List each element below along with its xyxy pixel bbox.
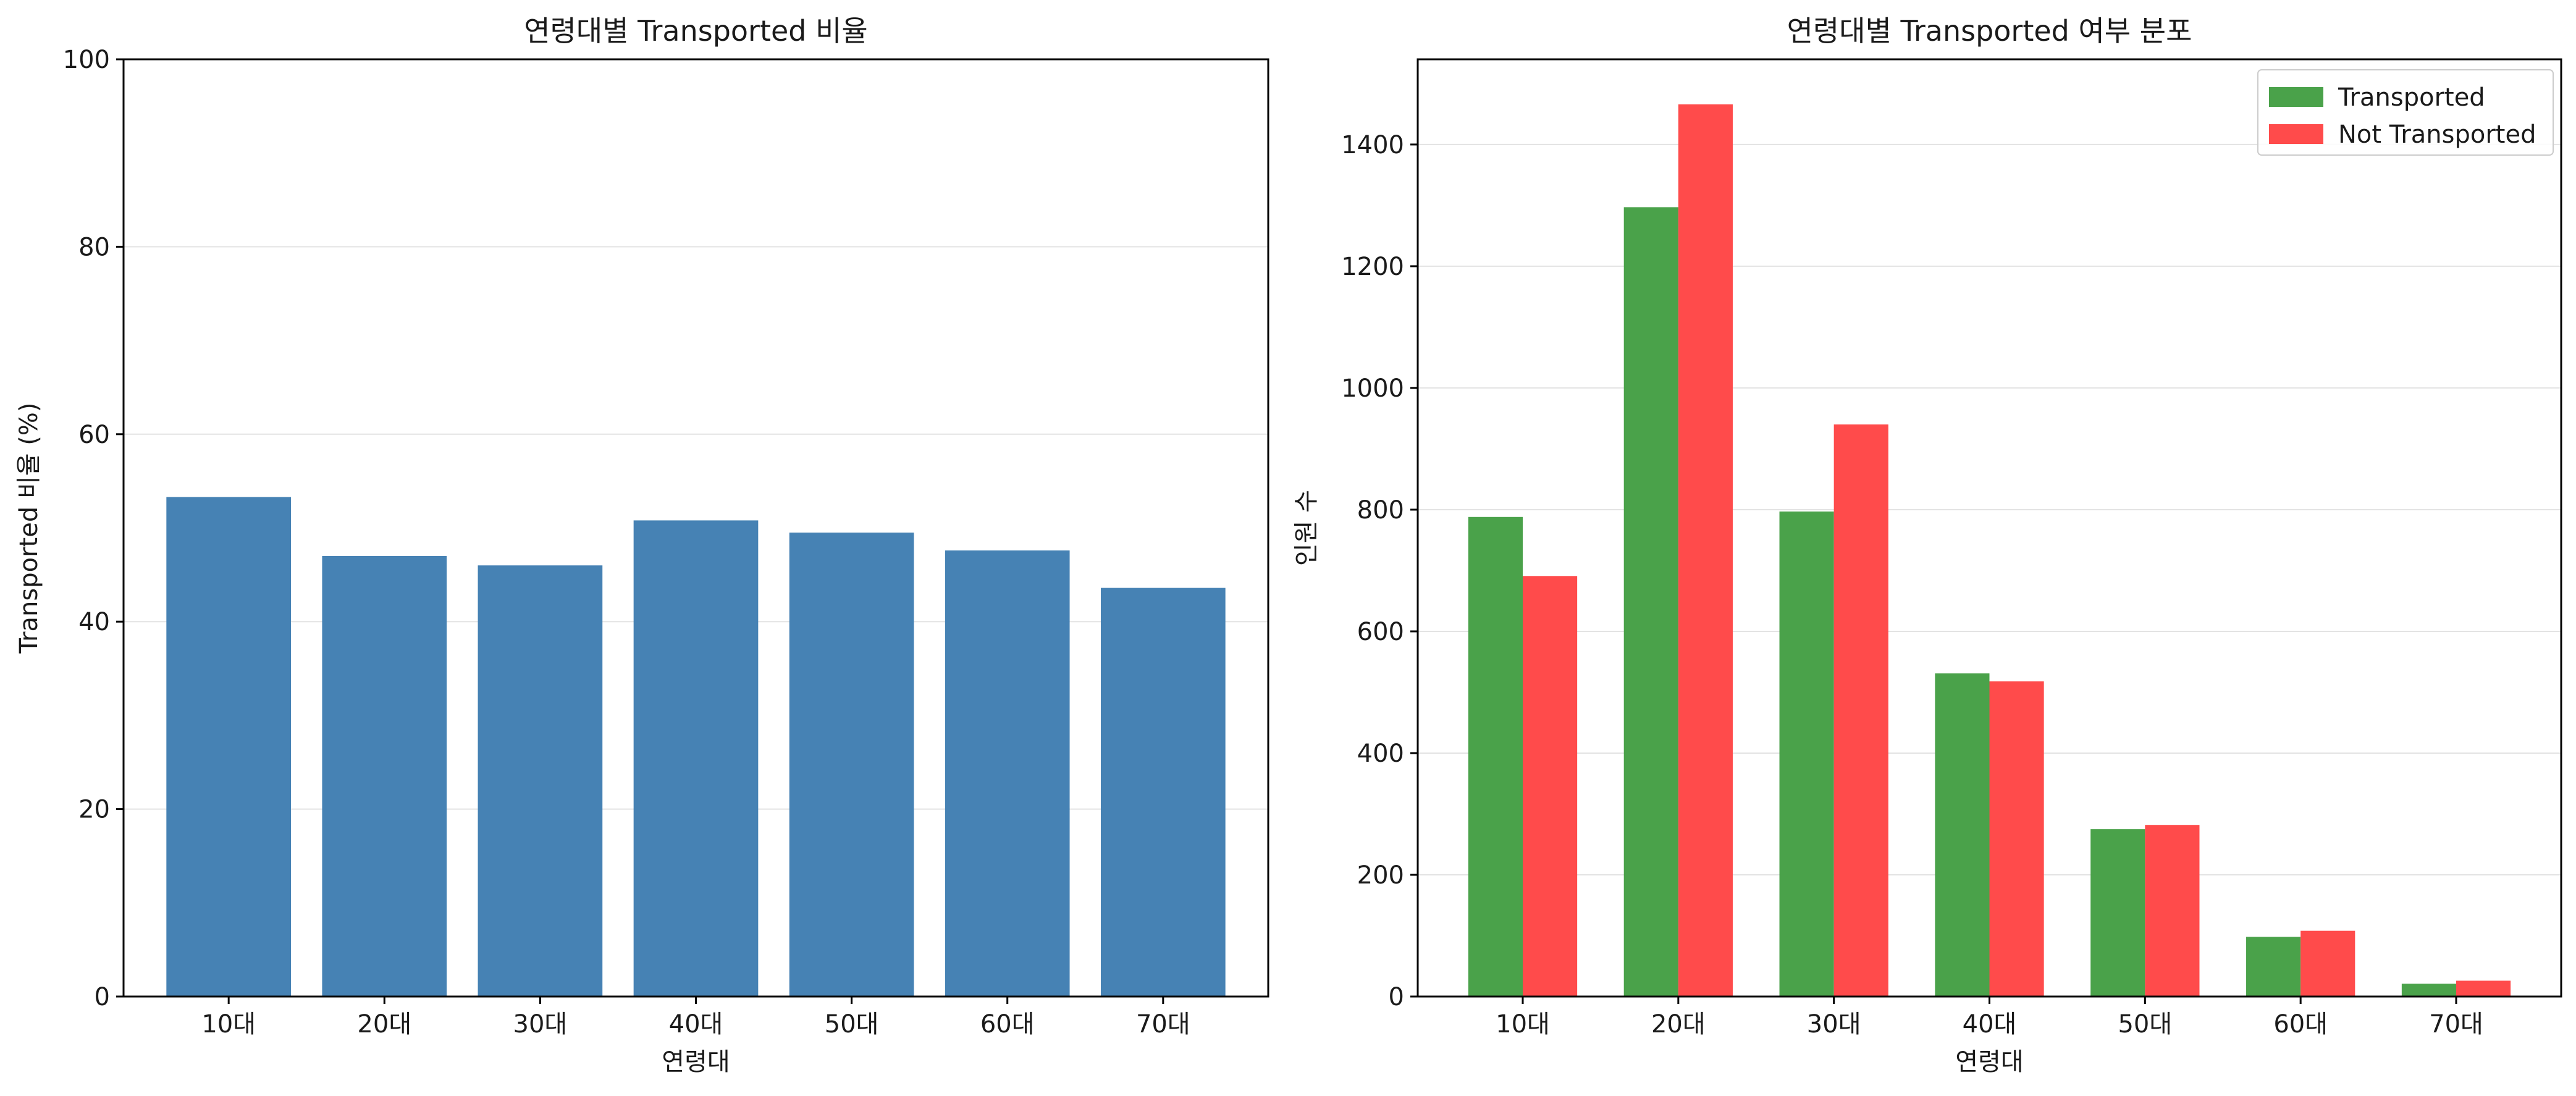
bar-not-transported (2300, 930, 2355, 997)
y-tick-label: 800 (1357, 496, 1404, 525)
bar (166, 497, 292, 997)
bar-not-transported (2456, 980, 2511, 997)
x-tick-label: 40대 (1963, 1010, 2017, 1039)
bar-transported (2246, 937, 2301, 997)
bar (322, 556, 447, 997)
y-tick-label: 400 (1357, 740, 1404, 768)
x-tick-label: 10대 (201, 1010, 256, 1039)
bar-transported (1468, 516, 1523, 997)
ratio-chart-x-axis-label: 연령대 (662, 1048, 730, 1076)
distribution-chart-x-axis-label: 연령대 (1955, 1048, 2023, 1076)
bar-transported (1935, 673, 1990, 997)
x-tick-label: 10대 (1496, 1010, 1550, 1039)
x-tick-label: 20대 (357, 1010, 411, 1039)
legend-swatch-not-transported (2269, 124, 2323, 144)
y-tick-label: 100 (63, 46, 110, 74)
ratio-chart-x-ticks: 10대 20대 30대 40대 50대 60대 70대 (201, 997, 1190, 1039)
ratio-chart-y-axis-label: Transported 비율 (%) (15, 403, 43, 654)
y-tick-label: 1400 (1341, 131, 1404, 159)
bar (478, 565, 603, 997)
distribution-chart-title: 연령대별 Transported 여부 분포 (1787, 14, 2192, 48)
y-tick-label: 40 (78, 608, 110, 636)
x-tick-label: 50대 (2118, 1010, 2172, 1039)
y-tick-label: 1000 (1341, 374, 1404, 403)
bar (945, 550, 1070, 997)
bar (1100, 588, 1226, 997)
ratio-chart-title: 연령대별 Transported 비율 (524, 14, 868, 48)
legend-label-not-transported: Not Transported (2338, 120, 2536, 149)
y-tick-label: 60 (78, 421, 110, 449)
bar-transported (1779, 511, 1834, 997)
y-tick-label: 0 (95, 983, 110, 1011)
y-tick-label: 0 (1389, 983, 1404, 1011)
x-tick-label: 20대 (1651, 1010, 1706, 1039)
distribution-chart-bars (1468, 104, 2511, 997)
y-tick-label: 600 (1357, 618, 1404, 646)
distribution-chart-x-ticks: 10대 20대 30대 40대 50대 60대 70대 (1496, 997, 2483, 1039)
y-tick-label: 20 (78, 796, 110, 824)
distribution-chart-legend: Transported Not Transported (2257, 69, 2554, 156)
bar-transported (1623, 207, 1678, 997)
x-tick-label: 30대 (1807, 1010, 1861, 1039)
bar-not-transported (2145, 825, 2200, 997)
bar-transported (2401, 984, 2457, 997)
y-tick-label: 80 (78, 233, 110, 261)
bar (789, 533, 914, 997)
ratio-chart: 0 20 40 60 80 100 10대 20대 30대 40대 50대 60대 70대 연령대별 … (15, 14, 1269, 1076)
x-tick-label: 60대 (2273, 1010, 2328, 1039)
x-tick-label: 30대 (513, 1010, 568, 1039)
distribution-chart: 0 200 400 600 800 1000 1200 1400 10대 20대 30대 40대 50… (1292, 14, 2562, 1076)
bar-not-transported (1678, 104, 1733, 997)
legend-label-transported: Transported (2338, 83, 2485, 112)
bar-not-transported (1522, 576, 1578, 997)
ratio-chart-bars (166, 497, 1226, 997)
distribution-chart-y-ticks: 0 200 400 600 800 1000 1200 1400 (1341, 131, 1418, 1011)
ratio-chart-y-ticks: 0 20 40 60 80 100 (63, 46, 124, 1011)
bar-not-transported (1989, 681, 2044, 997)
x-tick-label: 50대 (825, 1010, 879, 1039)
bar-not-transported (1833, 424, 1888, 997)
legend-swatch-transported (2269, 87, 2323, 107)
bar (633, 520, 759, 997)
distribution-chart-y-axis-label: 인원 수 (1292, 490, 1321, 566)
y-tick-label: 1200 (1341, 253, 1404, 281)
x-tick-label: 70대 (1136, 1010, 1190, 1039)
x-tick-label: 40대 (669, 1010, 723, 1039)
bar-transported (2090, 829, 2145, 997)
x-tick-label: 60대 (980, 1010, 1035, 1039)
y-tick-label: 200 (1357, 861, 1404, 890)
legend-box (2257, 69, 2554, 156)
x-tick-label: 70대 (2429, 1010, 2483, 1039)
